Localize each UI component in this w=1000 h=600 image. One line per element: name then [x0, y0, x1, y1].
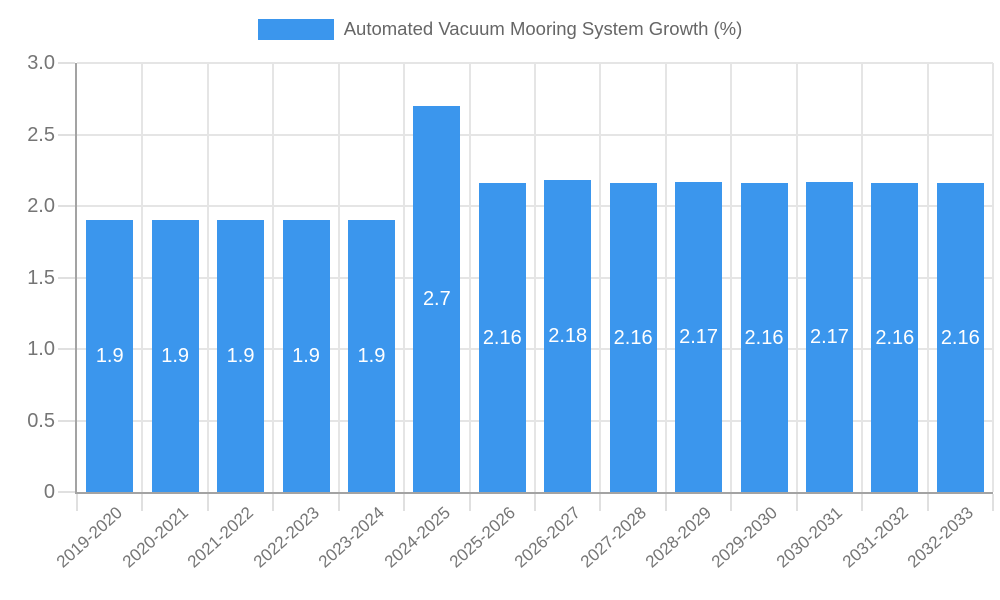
legend-swatch	[257, 18, 334, 40]
x-axis-tick	[664, 494, 667, 511]
bar[interactable]	[609, 183, 657, 492]
x-tick-label: 2024-2025	[380, 503, 454, 572]
x-tick-label: 2021-2022	[184, 503, 258, 572]
x-tick-label: 2029-2030	[707, 503, 781, 572]
x-tick-label: 2019-2020	[53, 503, 127, 572]
bar[interactable]	[805, 181, 853, 492]
y-tick-label: 2.0	[27, 195, 55, 217]
bar[interactable]	[936, 183, 984, 492]
x-axis-tick	[141, 494, 144, 511]
x-tick-label: 2026-2027	[511, 503, 585, 572]
x-axis-tick	[795, 494, 798, 511]
x-gridline	[337, 63, 340, 492]
bar[interactable]	[86, 220, 134, 492]
legend-label: Automated Vacuum Mooring System Growth (…	[343, 18, 743, 39]
x-axis-tick	[76, 494, 78, 511]
x-tick-label: 2032-2033	[903, 503, 978, 572]
x-gridline	[861, 63, 864, 492]
bar[interactable]	[740, 183, 788, 492]
x-tick-label: 2022-2023	[249, 503, 323, 572]
bar[interactable]	[347, 220, 395, 492]
x-axis-tick	[534, 494, 536, 511]
chart-legend[interactable]: Automated Vacuum Mooring System Growth (…	[0, 18, 1000, 40]
y-tick-label: 3.0	[27, 52, 55, 74]
x-axis-line	[75, 492, 993, 494]
y-axis-tick	[58, 348, 75, 350]
x-axis-tick	[206, 494, 209, 511]
x-gridline	[206, 63, 209, 492]
x-axis-tick	[468, 494, 471, 511]
x-gridline	[730, 63, 733, 492]
x-tick-label: 2031-2032	[838, 503, 912, 572]
x-gridline	[141, 63, 144, 492]
x-gridline	[926, 63, 929, 492]
y-axis-tick	[58, 419, 75, 422]
x-gridline	[992, 63, 994, 492]
x-axis-tick	[337, 494, 340, 511]
x-gridline	[599, 63, 602, 492]
x-gridline	[468, 63, 471, 492]
y-tick-label: 0.5	[27, 409, 55, 432]
x-gridline	[403, 63, 406, 492]
bar[interactable]	[413, 105, 461, 492]
x-axis-tick	[272, 494, 275, 511]
y-axis-line	[75, 63, 77, 494]
x-axis-tick	[992, 494, 994, 511]
bar[interactable]	[478, 183, 526, 492]
x-tick-label: 2030-2031	[773, 503, 847, 572]
bar[interactable]	[151, 220, 199, 492]
x-tick-label: 2020-2021	[118, 503, 192, 572]
y-tick-label: 2.5	[27, 123, 55, 146]
y-tick-label: 1.0	[27, 338, 55, 360]
x-axis-tick	[403, 494, 406, 511]
y-axis-tick	[58, 205, 75, 207]
x-axis-tick	[926, 494, 929, 511]
bar[interactable]	[871, 183, 919, 492]
x-tick-label: 2027-2028	[576, 503, 650, 572]
x-tick-label: 2028-2029	[642, 503, 716, 572]
x-gridline	[534, 63, 536, 492]
bar[interactable]	[217, 220, 265, 492]
bar[interactable]	[675, 181, 723, 492]
x-gridline	[795, 63, 798, 492]
x-gridline	[664, 63, 667, 492]
plot-area: 3.0 2.5 2.0 1.5 1.0 0.5 0 1.9 2019-2020 1.9 2020-2…	[27, 52, 994, 572]
y-axis-tick	[58, 133, 75, 136]
y-axis-tick	[58, 491, 75, 493]
y-tick-label: 0	[43, 481, 55, 503]
bar[interactable]	[282, 220, 330, 492]
bar[interactable]	[544, 180, 592, 492]
x-gridline	[272, 63, 275, 492]
x-axis-tick	[599, 494, 602, 511]
y-tick-label: 1.5	[27, 266, 55, 289]
x-tick-label: 2023-2024	[315, 503, 389, 572]
x-tick-label: 2025-2026	[445, 503, 520, 572]
x-axis-tick	[730, 494, 733, 511]
x-axis-tick	[861, 494, 864, 511]
y-axis-tick	[58, 62, 75, 64]
y-axis-tick	[58, 276, 75, 279]
